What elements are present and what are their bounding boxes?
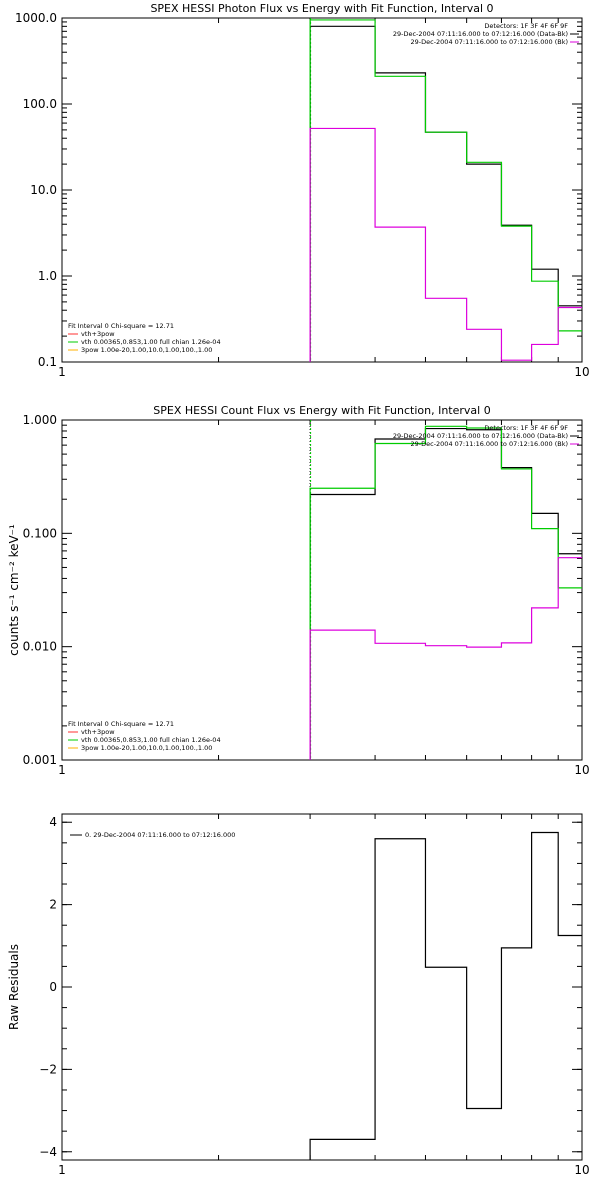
x-tick-label-2-0: 1 <box>58 1163 66 1177</box>
y-tick-label-2-2: 0 <box>49 980 57 994</box>
legend-bl-0-0: Fit Interval 0 Chi-square = 12.71 <box>68 322 174 330</box>
y-tick-label-0-1: 1.0 <box>38 269 57 283</box>
plot-frame-1 <box>61 419 583 761</box>
y-tick-label-1-0: 0.001 <box>23 753 57 767</box>
y-tick-label-1-2: 0.100 <box>23 526 57 540</box>
y-tick-label-1-1: 0.010 <box>23 640 57 654</box>
legend-tr-1-0: Detectors: 1F 3F 4F 6F 9F <box>484 424 568 432</box>
x-tick-label-0-0: 1 <box>58 365 66 379</box>
chart-title-1: SPEX HESSI Count Flux vs Energy with Fit… <box>153 404 490 417</box>
x-tick-label-2-1: 10 <box>574 1163 589 1177</box>
legend-bl-0-1: vth+3pow <box>81 330 115 338</box>
series-line-1-0 <box>309 427 582 760</box>
legend-bl-1-1: vth+3pow <box>81 728 115 736</box>
x-tick-label-1-0: 1 <box>58 763 66 777</box>
legend-tr-1-2: 29-Dec-2004 07:11:16.000 to 07:12:16.000… <box>411 440 569 448</box>
y-tick-label-2-1: −2 <box>39 1062 57 1076</box>
plot-frame-0 <box>61 17 583 363</box>
legend-bl-0-3: 3pow 1.00e-20,1.00,10.0,1.00,100.,1.00 <box>81 346 212 354</box>
y-tick-label-0-4: 1000.0 <box>15 11 57 25</box>
y-tick-label-0-2: 10.0 <box>30 183 57 197</box>
y-tick-label-2-4: 4 <box>49 815 57 829</box>
y-axis-label-2: Raw Residuals <box>7 944 21 1030</box>
legend-bl-1-3: 3pow 1.00e-20,1.00,10.0,1.00,100.,1.00 <box>81 744 212 752</box>
legend-tr-1-1: 29-Dec-2004 07:11:16.000 to 07:12:16.000… <box>393 432 568 440</box>
legend-tl-2-0: 0. 29-Dec-2004 07:11:16.000 to 07:12:16.… <box>85 831 235 839</box>
series-line-1-2 <box>309 557 582 760</box>
y-axis-label-1: counts s⁻¹ cm⁻² keV⁻¹ <box>7 524 21 656</box>
y-tick-label-0-0: 0.1 <box>38 355 57 369</box>
legend-tr-0-0: Detectors: 1F 3F 4F 6F 9F <box>484 22 568 30</box>
chart-title-0: SPEX HESSI Photon Flux vs Energy with Fi… <box>150 2 493 15</box>
series-line-0-1 <box>309 19 582 362</box>
y-tick-label-1-3: 1.000 <box>23 413 57 427</box>
y-tick-label-2-3: 2 <box>49 898 57 912</box>
plot-frame-2 <box>61 813 583 1161</box>
y-tick-label-0-3: 100.0 <box>23 97 57 111</box>
series-line-0-0 <box>309 25 582 362</box>
legend-tr-0-1: 29-Dec-2004 07:11:16.000 to 07:12:16.000… <box>393 30 568 38</box>
series-line-1-1 <box>309 425 582 760</box>
series-line-0-2 <box>309 127 582 362</box>
legend-bl-0-2: vth 0.00365,0.853,1.00 full chian 1.26e-… <box>81 338 221 346</box>
x-tick-label-1-1: 10 <box>574 763 589 777</box>
series-line-2-0 <box>309 831 582 1160</box>
legend-tr-0-2: 29-Dec-2004 07:11:16.000 to 07:12:16.000… <box>411 38 569 46</box>
legend-bl-1-2: vth 0.00365,0.853,1.00 full chian 1.26e-… <box>81 736 221 744</box>
y-tick-label-2-0: −4 <box>39 1145 57 1159</box>
legend-bl-1-0: Fit Interval 0 Chi-square = 12.71 <box>68 720 174 728</box>
x-tick-label-0-1: 10 <box>574 365 589 379</box>
